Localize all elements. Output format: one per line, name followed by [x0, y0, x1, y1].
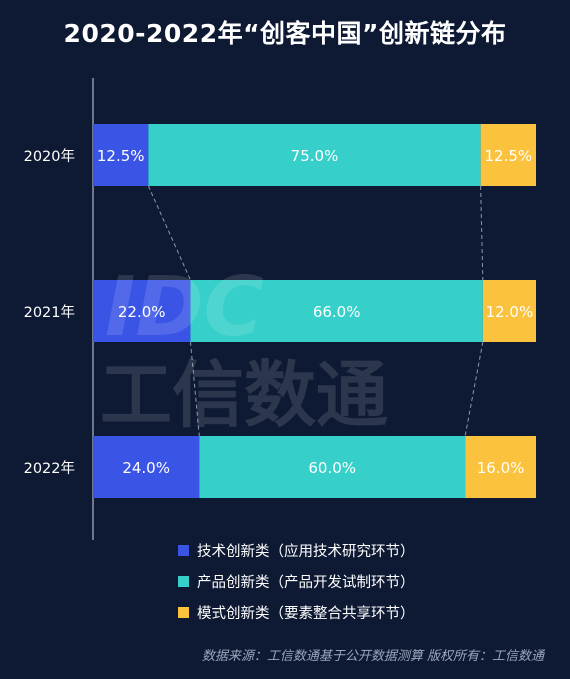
connector-line-0-1: [480, 185, 484, 281]
category-label-2: 2022年: [24, 460, 75, 477]
data-label-2-2: 16.0%: [477, 459, 525, 477]
category-label-1: 2021年: [24, 304, 75, 321]
data-label-2-0: 24.0%: [122, 459, 170, 477]
bar-segment-2-1: [199, 436, 466, 498]
data-label-2-1: 60.0%: [308, 459, 356, 477]
bar-segment-0-2: [480, 124, 536, 186]
data-label-1-1: 66.0%: [313, 303, 361, 321]
legend-swatch-product: [178, 575, 189, 587]
source-note: 数据来源：工信数通基于公开数据测算 版权所有：工信数通: [201, 649, 544, 664]
stacked-bar-chart: 12.5% 75.0% 12.5% 22.0% 66.0% 12.0% 24.0% 60.0%…: [24, 78, 536, 540]
bar-segment-1-2: [482, 280, 536, 342]
connector-line-0-0: [147, 185, 191, 281]
legend-label-product: 产品创新类（产品开发试制环节）: [197, 574, 415, 591]
category-labels: 2020年 2021年 2022年: [24, 148, 75, 477]
connector-line-1-0: [189, 341, 200, 437]
legend-swatch-model: [178, 606, 189, 618]
legend-label-model: 模式创新类（要素整合共享环节）: [197, 605, 415, 622]
legend-item-product: 产品创新类（产品开发试制环节）: [178, 571, 415, 591]
bar-segment-0-0: [93, 124, 149, 186]
legend: 技术创新类（应用技术研究环节） 产品创新类（产品开发试制环节） 模式创新类（要素…: [178, 540, 415, 633]
connector-lines: [147, 185, 484, 437]
category-label-0: 2020年: [24, 148, 75, 165]
bar-segment-2-2: [465, 436, 536, 498]
bars-group: 12.5% 75.0% 12.5% 22.0% 66.0% 12.0% 24.0% 60.0%…: [93, 124, 536, 498]
data-label-0-0: 12.5%: [97, 147, 145, 165]
chart-title: 2020-2022年“创客中国”创新链分布: [63, 19, 507, 48]
bar-segment-2-0: [93, 436, 200, 498]
bar-segment-1-1: [190, 280, 483, 342]
data-label-0-1: 75.0%: [291, 147, 339, 165]
legend-item-tech: 技术创新类（应用技术研究环节）: [178, 540, 415, 560]
data-label-1-2: 12.0%: [486, 303, 534, 321]
connector-line-1-1: [464, 341, 484, 437]
legend-label-tech: 技术创新类（应用技术研究环节）: [197, 543, 415, 560]
legend-item-model: 模式创新类（要素整合共享环节）: [178, 602, 415, 622]
data-label-0-2: 12.5%: [484, 147, 532, 165]
legend-swatch-tech: [178, 544, 189, 556]
bar-segment-0-1: [148, 124, 481, 186]
bar-segment-1-0: [93, 280, 191, 342]
data-label-1-0: 22.0%: [118, 303, 166, 321]
